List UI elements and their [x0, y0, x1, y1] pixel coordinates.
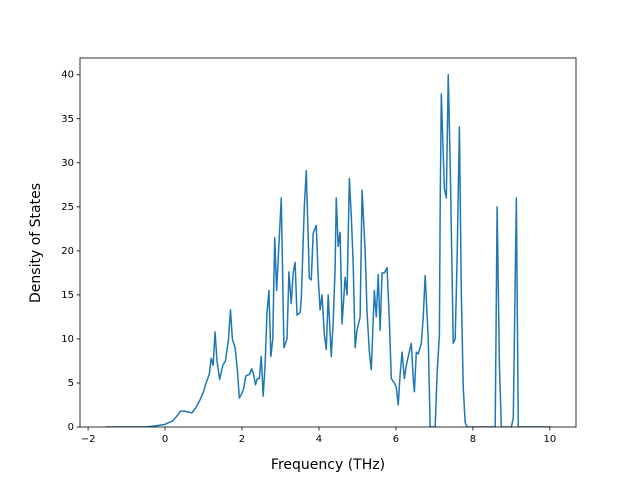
x-tick-label: 6 — [393, 434, 399, 445]
plot-frame — [79, 57, 577, 428]
y-tick-label: 40 — [61, 70, 74, 81]
y-axis-label: Density of States — [28, 183, 44, 303]
x-axis-label: Frequency (THz) — [271, 457, 385, 473]
data-line — [105, 73, 552, 427]
y-tick-label: 35 — [61, 114, 74, 125]
x-tick-label: −2 — [81, 434, 96, 445]
y-tick-label: 15 — [61, 290, 74, 301]
x-tick-label: 8 — [470, 434, 476, 445]
y-tick-label: 0 — [68, 422, 74, 433]
y-tick-label: 30 — [61, 158, 74, 169]
x-tick-label: 0 — [162, 434, 168, 445]
y-tick-label: 10 — [61, 334, 74, 345]
y-tick-label: 5 — [68, 378, 74, 389]
y-tick-label: 25 — [61, 202, 74, 213]
y-tick-label: 20 — [61, 246, 74, 257]
x-tick-label: 4 — [316, 434, 322, 445]
x-tick-label: 10 — [543, 434, 556, 445]
x-tick-label: 2 — [239, 434, 245, 445]
